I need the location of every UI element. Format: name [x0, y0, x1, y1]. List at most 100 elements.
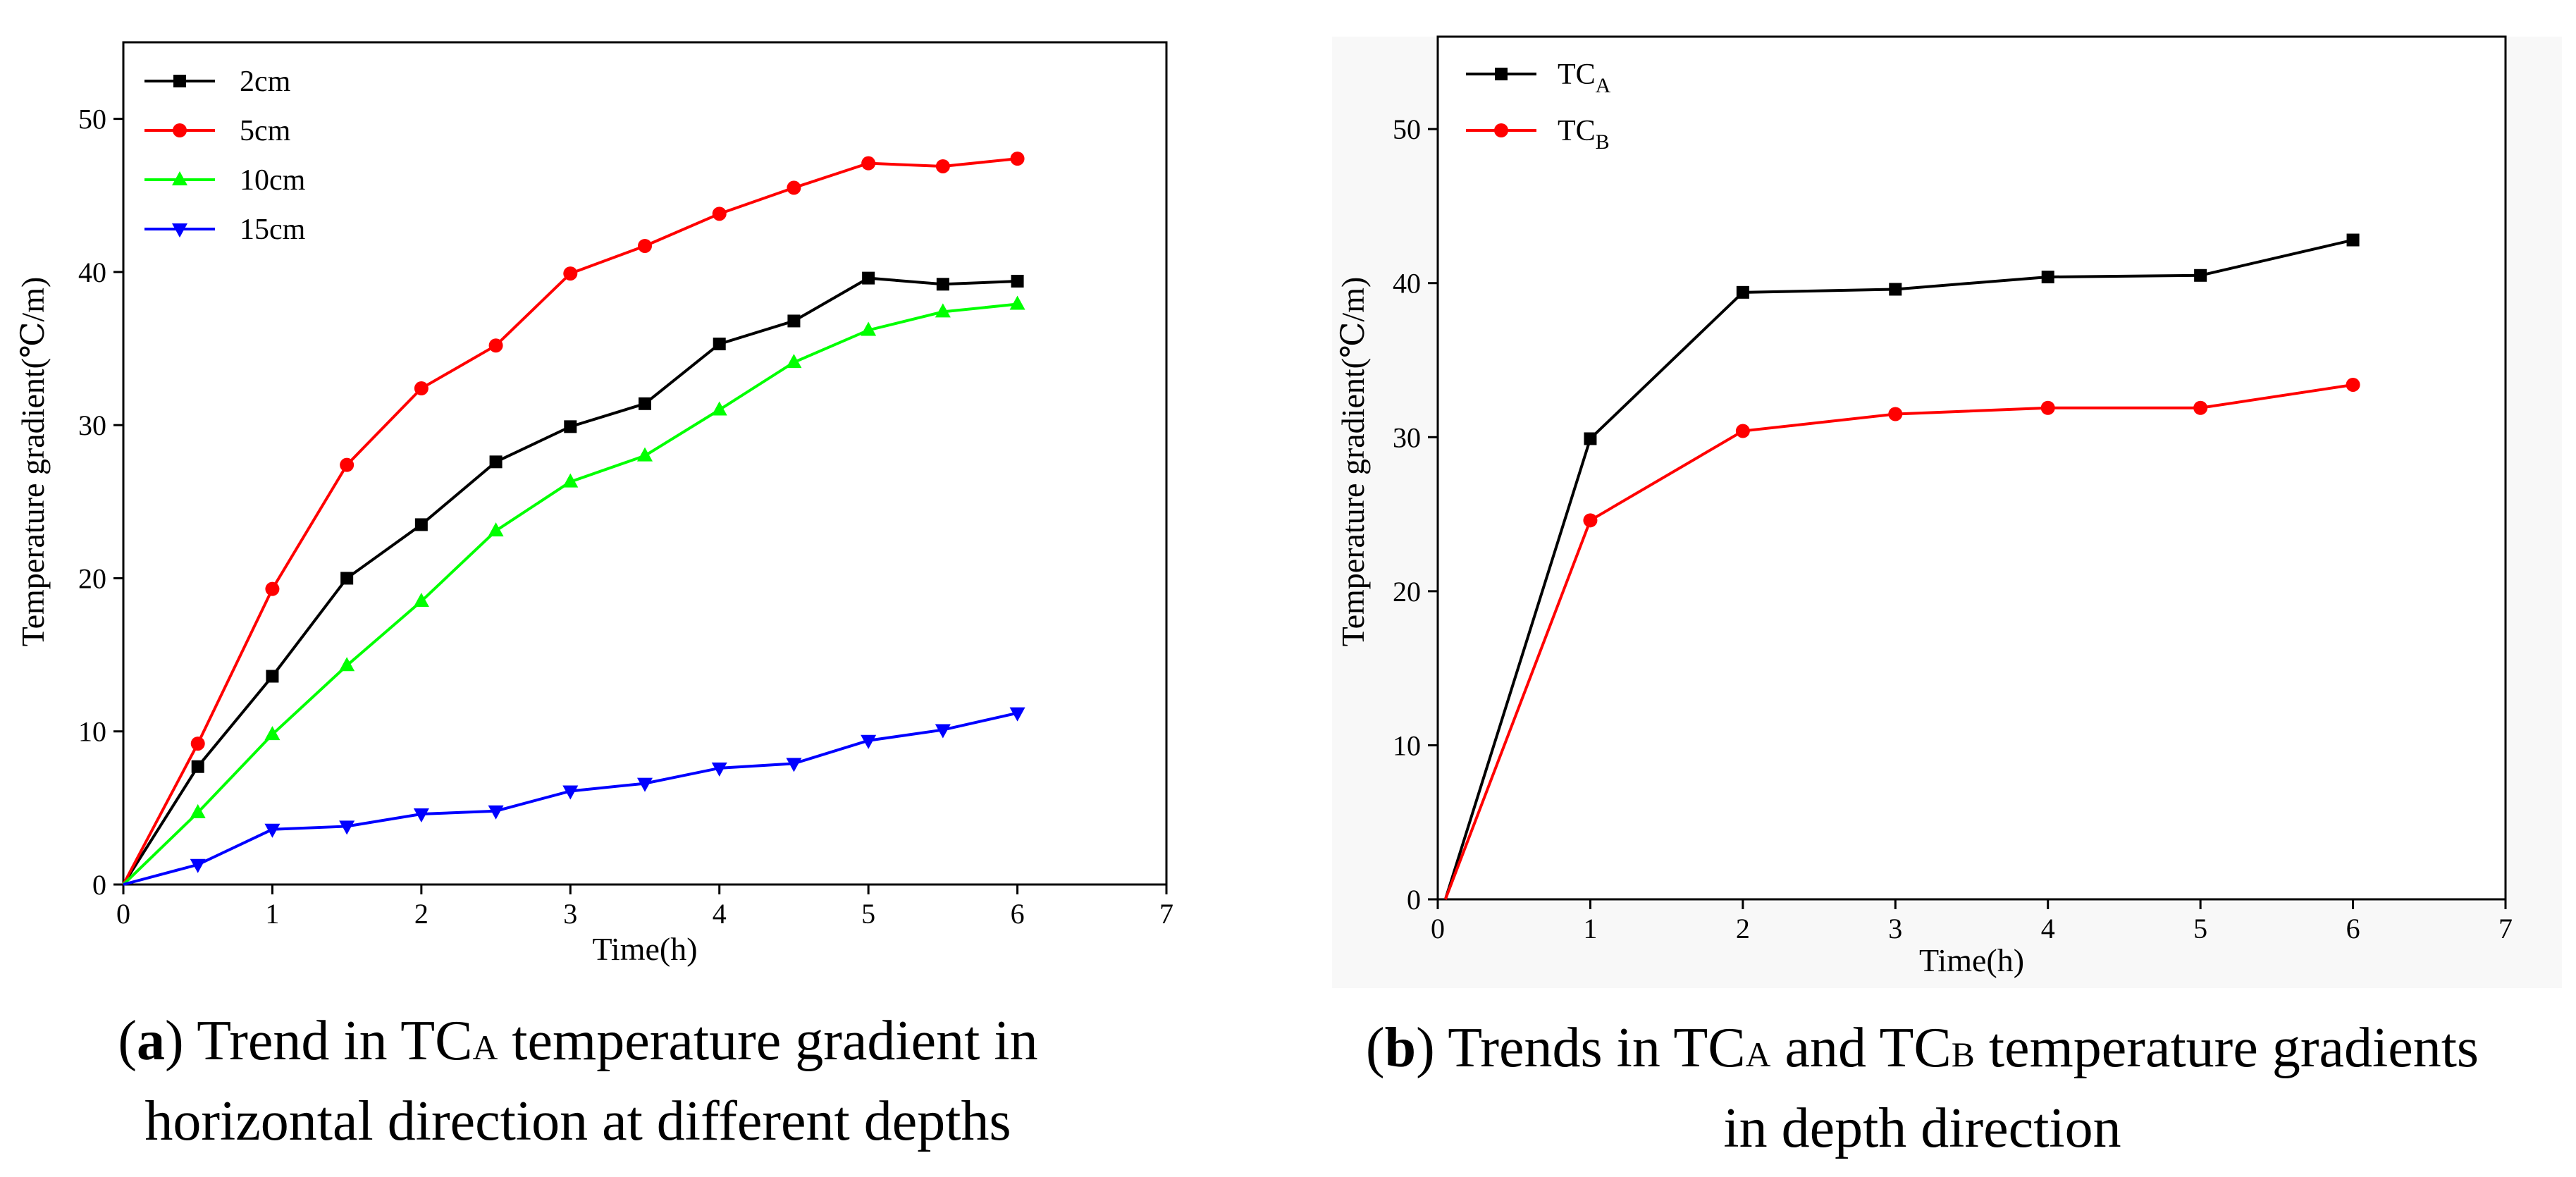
data-point — [413, 808, 429, 823]
legend-label-text: TC — [1558, 115, 1596, 147]
data-point — [861, 734, 877, 749]
x-tick-label: 7 — [1159, 898, 1173, 930]
data-point — [488, 805, 504, 820]
data-point — [2346, 377, 2360, 392]
y-tick-label: 10 — [78, 716, 106, 748]
x-tick-label: 4 — [2041, 913, 2055, 944]
data-point — [935, 303, 951, 318]
data-point — [786, 758, 802, 772]
legend-marker — [1494, 123, 1508, 137]
data-point — [637, 447, 653, 462]
x-tick-label: 1 — [1583, 913, 1597, 944]
y-tick-label: 10 — [1393, 729, 1421, 761]
data-point — [638, 238, 652, 253]
data-point — [787, 314, 801, 328]
x-tick-label: 0 — [116, 898, 130, 930]
legend-marker — [172, 223, 187, 238]
data-point — [2040, 400, 2055, 415]
data-point — [787, 180, 801, 195]
y-tick-label: 40 — [1393, 268, 1421, 300]
data-point — [265, 581, 280, 596]
data-point — [414, 381, 429, 396]
data-point — [935, 159, 950, 173]
x-tick-label: 6 — [1011, 898, 1025, 930]
data-point — [861, 321, 877, 336]
data-point — [862, 271, 875, 285]
legend-label-text: TC — [1558, 58, 1596, 91]
legend-label: TCB — [1558, 115, 1610, 154]
x-tick-label: 5 — [861, 898, 875, 930]
data-point — [1583, 513, 1598, 528]
legend-label-subscript: B — [1596, 130, 1610, 154]
y-tick-label: 30 — [78, 409, 106, 441]
legend-label-text: 15cm — [240, 214, 306, 246]
x-tick-label: 7 — [2498, 913, 2513, 944]
legend-label: 15cm — [240, 214, 306, 246]
legend-marker — [1495, 68, 1508, 80]
data-point — [711, 401, 727, 416]
data-point — [1009, 707, 1025, 722]
data-point — [935, 724, 951, 739]
legend-marker — [172, 171, 187, 185]
data-point — [711, 762, 727, 777]
y-tick-label: 30 — [1393, 421, 1421, 453]
data-point — [340, 572, 354, 585]
caption-a: (a) Trend in TCA temperature gradient in… — [118, 1010, 1038, 1152]
plot-frame — [122, 41, 1168, 886]
data-point — [786, 354, 802, 369]
data-point — [712, 207, 727, 221]
data-point — [1735, 424, 1750, 438]
chart-a: 0 1 2 3 4 5 6 7 0 10 20 30 40 50 Time(h) Temperature gr… — [15, 41, 1173, 967]
x-tick-label: 6 — [2346, 913, 2360, 944]
y-tick-label: 20 — [1393, 576, 1421, 608]
x-tick-label: 3 — [1888, 913, 1902, 944]
data-point — [563, 266, 578, 281]
y-axis-label: Temperature gradient(℃/m) — [15, 277, 51, 647]
x-tick-label: 1 — [265, 898, 279, 930]
data-point — [637, 777, 653, 792]
data-point — [413, 593, 429, 608]
y-tick-label: 20 — [78, 562, 106, 594]
data-point — [488, 522, 504, 537]
plot-frame — [1436, 35, 2507, 901]
legend-marker — [173, 75, 186, 87]
legend-marker — [173, 123, 187, 137]
data-point — [340, 457, 355, 472]
legend-label-subscript: A — [1596, 74, 1611, 97]
data-point — [562, 473, 579, 488]
data-point — [2041, 270, 2054, 283]
legend-label: 10cm — [240, 164, 306, 197]
data-point — [264, 823, 281, 838]
y-tick-label: 50 — [78, 104, 106, 135]
legend-label-text: 2cm — [240, 66, 291, 98]
data-point — [1011, 274, 1024, 288]
y-tick-label: 0 — [92, 869, 106, 901]
data-point — [1888, 407, 1903, 421]
data-point — [266, 670, 279, 683]
data-point — [861, 156, 876, 171]
y-axis-label: Temperature gradient(℃/m) — [1335, 277, 1371, 647]
data-point — [2193, 400, 2208, 415]
legend-label: 2cm — [240, 66, 291, 98]
x-tick-label: 5 — [2193, 913, 2207, 944]
data-point — [713, 338, 726, 351]
data-point — [2346, 233, 2360, 247]
x-tick-label: 2 — [414, 898, 429, 930]
data-point — [339, 657, 355, 672]
data-point — [1736, 285, 1749, 299]
data-point — [936, 278, 949, 291]
y-tick-label: 50 — [1393, 113, 1421, 145]
data-point — [1889, 283, 1902, 296]
data-point — [1010, 152, 1025, 166]
data-point — [414, 518, 428, 531]
data-point — [2194, 269, 2207, 282]
x-tick-label: 0 — [1431, 913, 1445, 944]
legend-label-text: 10cm — [240, 164, 306, 197]
data-point — [639, 397, 651, 410]
x-tick-label: 4 — [713, 898, 727, 930]
data-point — [562, 785, 579, 800]
data-point — [339, 820, 355, 835]
data-point — [489, 455, 503, 469]
data-point — [190, 803, 206, 818]
